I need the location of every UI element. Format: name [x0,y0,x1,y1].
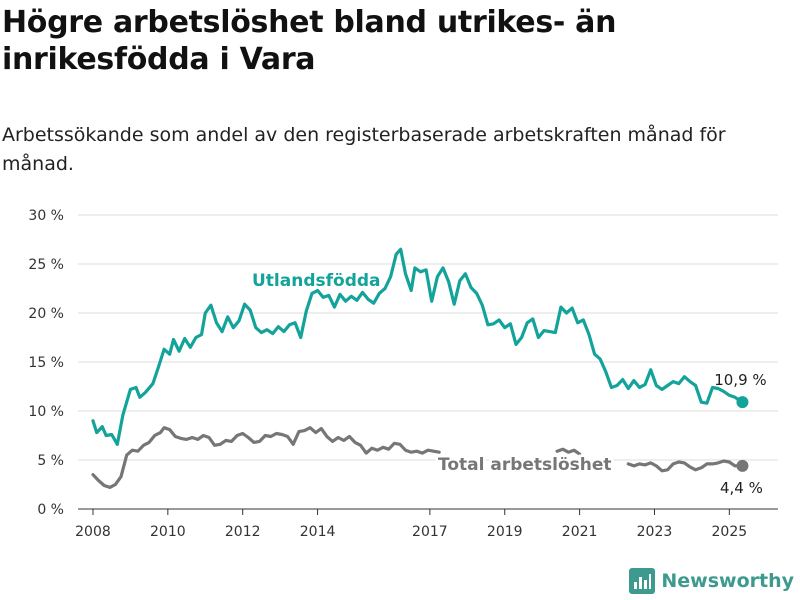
brand-name: Newsworthy [661,570,794,592]
x-tick-label: 2019 [487,524,523,540]
series-end-marker [736,459,749,472]
x-tick-label: 2025 [712,524,748,540]
y-axis-ticks: 0 % 5 % 10 % 15 % 20 % 25 % 30 % [28,208,64,518]
x-tick-label: 2010 [150,524,186,540]
y-tick-label: 30 % [28,208,64,224]
x-tick-label: 2023 [637,524,673,540]
y-tick-label: 25 % [28,257,64,273]
series-name-label: Utlandsfödda [252,271,381,291]
series-line [555,447,582,456]
y-tick-label: 15 % [28,355,64,371]
series-line [91,426,441,489]
grid-lines [78,214,778,461]
brand-logo: Newsworthy [629,568,794,594]
x-tick-label: 2012 [225,524,261,540]
x-tick-label: 2008 [75,524,111,540]
newsworthy-logo-icon [629,568,656,594]
series-name-label: Total arbetslöshet [438,455,612,475]
series-line [626,459,744,473]
series-end-label: 10,9 % [714,371,766,389]
y-tick-label: 5 % [37,453,64,469]
x-tick-label: 2014 [300,524,336,540]
chart-subtitle: Arbetssökande som andel av den registerb… [2,124,726,175]
chart-title: Högre arbetslöshet bland utrikes- än inr… [2,5,617,77]
series-lines [91,247,749,489]
series-line [91,247,744,446]
series-labels: 10,9 % Utlandsfödda 4,4 % Total arbetslöshe… [250,269,767,497]
x-tick-label: 2017 [412,524,448,540]
x-tick-label: 2021 [562,524,598,540]
y-tick-label: 20 % [28,306,64,322]
y-tick-label: 0 % [37,502,64,518]
x-axis-ticks: 2008 2010 2012 2014 2017 2019 2021 2023 2025 [75,509,747,540]
series-end-marker [736,396,749,409]
y-tick-label: 10 % [28,404,64,420]
series-end-label: 4,4 % [720,479,763,497]
